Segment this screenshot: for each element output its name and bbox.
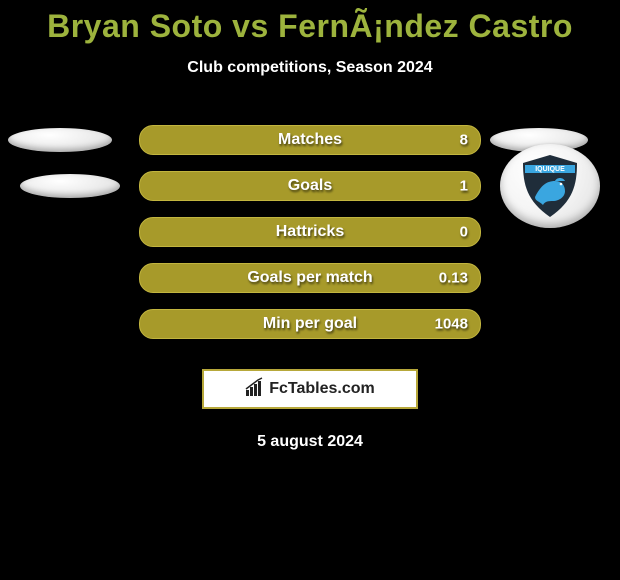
stat-pill: Goals per match 0.13 [139,263,481,293]
stat-value: 0 [460,224,468,241]
stat-pill: Min per goal 1048 [139,309,481,339]
stat-label: Goals per match [247,269,372,287]
stat-value: 1 [460,178,468,195]
stat-label: Hattricks [276,223,344,241]
stat-pill: Hattricks 0 [139,217,481,247]
stat-row: Hattricks 0 [0,209,620,255]
brand-icon [245,377,265,402]
subtitle: Club competitions, Season 2024 [0,59,620,77]
stat-row: Min per goal 1048 [0,301,620,347]
player-marker-left [8,128,112,152]
team-badge-label: IQUIQUE [535,166,565,173]
stat-label: Goals [288,177,332,195]
date-text: 5 august 2024 [0,433,620,451]
stat-label: Matches [278,131,342,149]
stat-label: Min per goal [263,315,357,333]
brand-box: FcTables.com [202,369,418,409]
stat-pill: Matches 8 [139,125,481,155]
stat-value: 0.13 [439,270,468,287]
stat-pill: Goals 1 [139,171,481,201]
page-title: Bryan Soto vs FernÃ¡ndez Castro [0,8,620,45]
stats-block: Matches 8 Goals 1 IQUIQUE Hattricks 0 Goals per… [0,117,620,347]
brand-text: FcTables.com [269,380,375,398]
player-marker-left [20,174,120,198]
stat-row: Goals 1 IQUIQUE [0,163,620,209]
stat-value: 1048 [435,316,468,333]
stat-value: 8 [460,132,468,149]
stat-row: Goals per match 0.13 [0,255,620,301]
